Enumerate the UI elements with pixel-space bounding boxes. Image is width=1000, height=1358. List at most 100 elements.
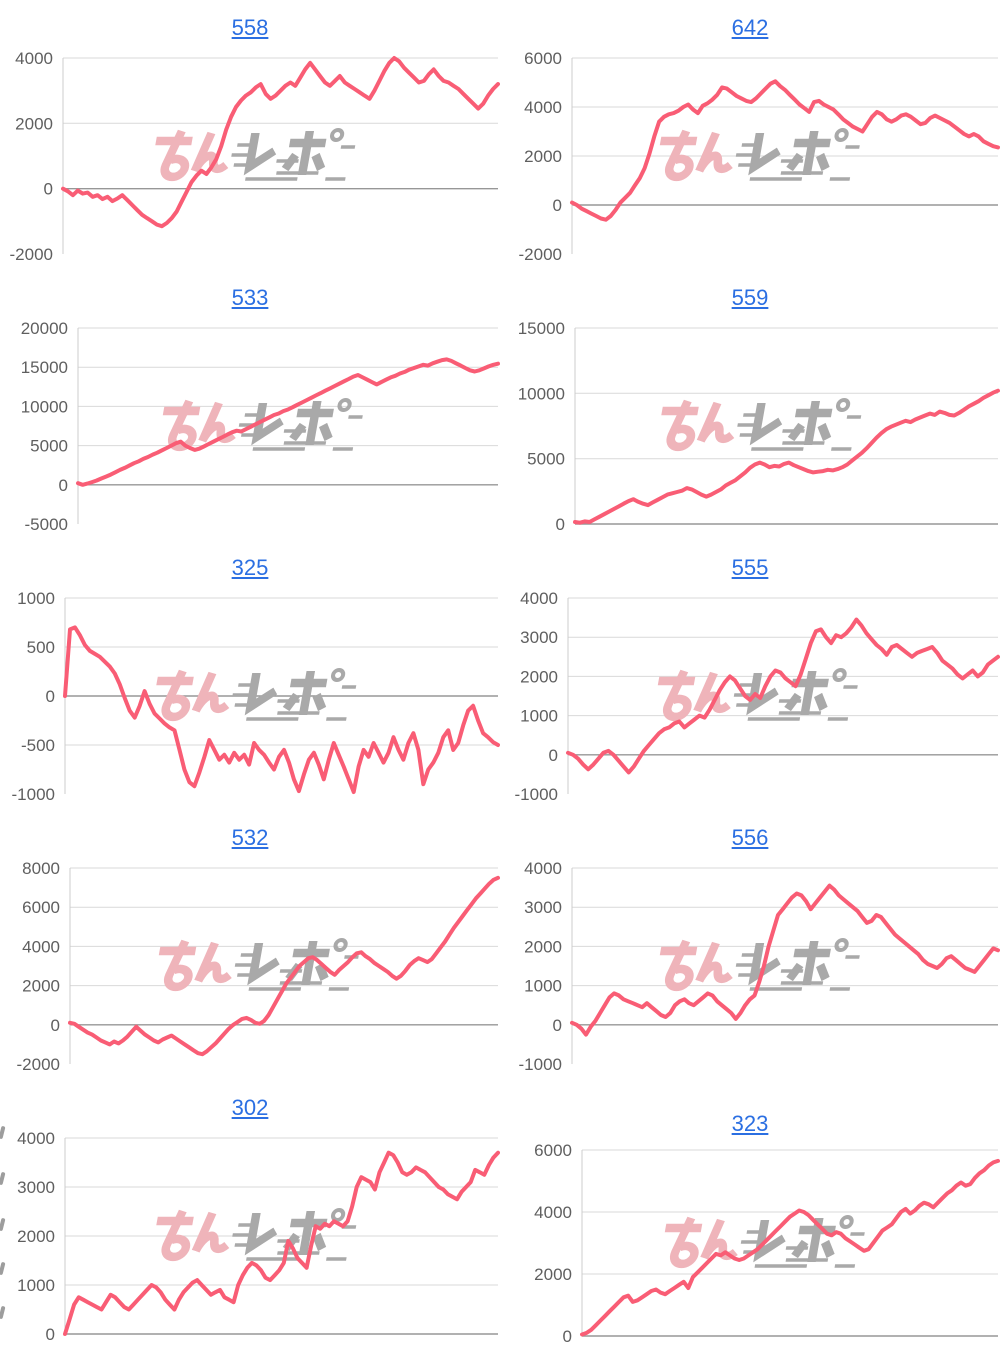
watermark-speed-lines <box>231 143 356 181</box>
watermark-pink-part <box>156 669 230 722</box>
y-axis-label: 2000 <box>524 147 562 166</box>
watermark-gray-part <box>749 398 851 446</box>
chart-cell-558: 558 4000 2000 0 -2000 <box>0 8 500 278</box>
watermark-glyph-po <box>298 1211 316 1255</box>
watermark-glyph-mi <box>664 129 694 182</box>
watermark-glyph-po <box>802 941 819 985</box>
chart-title-link-323[interactable]: 323 <box>731 1111 769 1136</box>
watermark-glyph-po <box>802 131 819 175</box>
watermark-glyph-po <box>312 692 327 712</box>
line-chart-533: 20000 15000 10000 5000 0 -5000 <box>21 319 500 532</box>
chart-cell-555: 555 4000 3000 2000 1000 0 -1000 <box>500 548 1000 818</box>
watermark-glyph-mi <box>160 129 190 182</box>
line-chart-323: 6000 4000 2000 0 <box>534 1142 1000 1346</box>
watermark-handakuten <box>333 938 348 952</box>
watermark-glyph-mi <box>669 1216 699 1269</box>
watermark-gray-part <box>244 1208 346 1256</box>
watermark-glyph-po <box>312 1232 327 1252</box>
chart-title-row: 323 <box>500 1110 1000 1140</box>
chart-title-row: 556 <box>500 824 1000 854</box>
minrepo-watermark <box>659 128 860 182</box>
minrepo-watermark <box>657 668 858 722</box>
watermark-glyph-po <box>305 401 322 445</box>
y-axis-label: 15000 <box>518 319 565 338</box>
watermark-pink-part <box>156 1209 230 1262</box>
watermark-glyph-po <box>800 671 817 715</box>
watermark-glyph-n <box>695 151 733 174</box>
data-line <box>76 357 500 487</box>
y-axis-label: 1000 <box>520 707 558 726</box>
watermark-glyph-mi <box>161 1209 191 1262</box>
chart-title-link-556[interactable]: 556 <box>731 825 769 850</box>
watermark-pink-part <box>659 129 733 182</box>
y-axis-label: 4000 <box>534 1203 572 1222</box>
y-axis-label: 10000 <box>21 397 68 416</box>
chart-title-link-642[interactable]: 642 <box>731 15 769 40</box>
y-axis-label: 20000 <box>21 319 68 338</box>
minrepo-watermark <box>156 1208 357 1262</box>
y-axis-label: -2000 <box>17 1055 60 1072</box>
chart-title-row: 555 <box>500 554 1000 584</box>
watermark-glyph-re <box>247 943 280 986</box>
watermark-glyph-n <box>194 961 232 984</box>
y-axis-label: 500 <box>27 638 55 657</box>
chart-title-link-532[interactable]: 532 <box>231 825 269 850</box>
minrepo-watermark <box>158 938 359 992</box>
data-line <box>68 875 500 1057</box>
chart-title-link-325[interactable]: 325 <box>231 555 269 580</box>
chart-title-link-533[interactable]: 533 <box>231 285 269 310</box>
y-axis-label: 4000 <box>22 937 60 956</box>
y-axis-label: -5000 <box>25 515 68 532</box>
y-axis-label: 6000 <box>534 1142 572 1160</box>
watermark-glyph-po <box>817 422 832 442</box>
minrepo-watermark <box>162 398 363 452</box>
watermark-glyph-re <box>746 673 779 716</box>
chart-title-row: 559 <box>500 284 1000 314</box>
chart-title-link-302[interactable]: 302 <box>231 1095 269 1120</box>
watermark-glyph-po <box>315 962 329 982</box>
data-line <box>63 1150 500 1336</box>
line-chart-555: 4000 3000 2000 1000 0 -1000 <box>515 589 1000 802</box>
watermark-glyph-n <box>192 1231 230 1254</box>
watermark-gray-part <box>243 128 345 176</box>
watermark-handakuten <box>834 128 849 142</box>
y-axis-label: 5000 <box>30 437 68 456</box>
minrepo-watermark <box>155 128 356 182</box>
minrepo-watermark <box>659 938 860 992</box>
watermark-glyph-po <box>311 152 326 172</box>
y-axis-label: 0 <box>549 746 558 765</box>
watermark-handakuten <box>835 398 851 412</box>
watermark-glyph-n <box>198 421 236 444</box>
y-axis-label: -2000 <box>519 245 562 262</box>
watermark-gray-part <box>748 128 849 176</box>
watermark-glyph-po <box>821 1239 835 1259</box>
data-line <box>61 56 500 229</box>
y-axis-label: 0 <box>59 476 68 495</box>
watermark-glyph-mi <box>666 399 696 452</box>
watermark-glyph-re <box>243 133 277 176</box>
chart-title-row: 642 <box>500 14 1000 44</box>
y-axis-label: 4000 <box>524 98 562 117</box>
y-axis-label: -1000 <box>12 785 55 802</box>
y-axis-label: 2000 <box>524 937 562 956</box>
watermark-handakuten <box>330 1208 346 1222</box>
watermark-handakuten <box>834 938 849 952</box>
y-axis-label: -2000 <box>10 245 53 262</box>
watermark-glyph-re <box>251 403 284 446</box>
watermark-pink-part <box>162 399 236 452</box>
watermark-glyph-po <box>298 671 316 715</box>
y-axis-label: -1000 <box>519 1055 562 1072</box>
y-axis-label: 6000 <box>524 49 562 68</box>
line-chart-532: 8000 6000 4000 2000 0 -2000 <box>17 859 500 1072</box>
watermark-pink-part <box>659 939 733 992</box>
line-chart-302: 4000 3000 2000 1000 0 <box>17 1129 500 1342</box>
chart-title-link-555[interactable]: 555 <box>731 555 769 580</box>
chart-title-link-558[interactable]: 558 <box>231 15 269 40</box>
watermark-glyph-re <box>244 673 278 716</box>
watermark-speed-lines <box>740 1230 865 1268</box>
y-axis-label: 2000 <box>22 977 60 996</box>
y-axis-label: 0 <box>553 1016 562 1035</box>
chart-title-link-559[interactable]: 559 <box>731 285 769 310</box>
y-axis-label: 0 <box>556 515 565 532</box>
y-axis-label: 2000 <box>15 114 53 133</box>
